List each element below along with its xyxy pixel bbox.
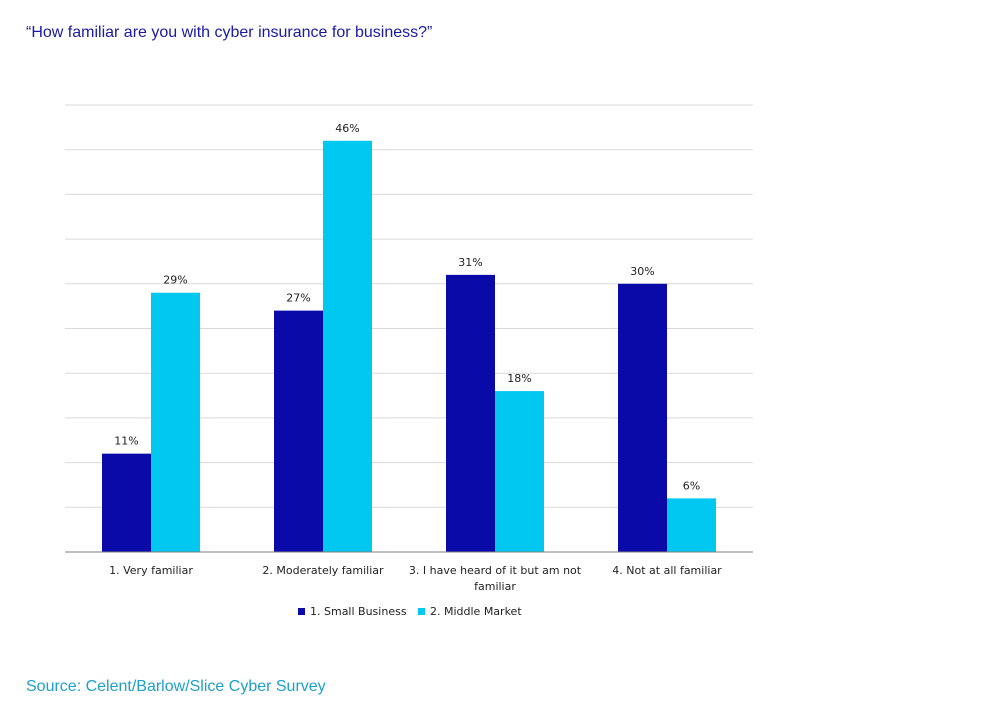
x-tick-label: 3. I have heard of it but am not — [409, 564, 582, 577]
x-tick-label: familiar — [474, 580, 516, 593]
x-tick-label: 1. Very familiar — [109, 564, 193, 577]
bar-2-4 — [667, 498, 716, 552]
legend-label: 2. Middle Market — [430, 605, 522, 618]
bar-2-1 — [151, 292, 200, 552]
data-label: 31% — [458, 256, 482, 269]
data-label: 11% — [114, 435, 138, 448]
bar-1-1 — [102, 453, 151, 552]
data-labels: 11% 29% 27% 46% 31% 18% 30% 6% — [114, 122, 700, 493]
data-label: 27% — [286, 292, 310, 305]
data-label: 30% — [630, 265, 654, 278]
chart-title: “How familiar are you with cyber insuran… — [26, 24, 433, 41]
legend: 1. Small Business 2. Middle Market — [298, 605, 522, 618]
data-label: 46% — [335, 122, 359, 135]
legend-label: 1. Small Business — [310, 605, 407, 618]
data-label: 6% — [683, 479, 700, 492]
bars — [102, 140, 716, 552]
bar-2-3 — [495, 391, 544, 552]
source-note: Source: Celent/Barlow/Slice Cyber Survey — [26, 678, 326, 695]
x-tick-label: 2. Moderately familiar — [262, 564, 384, 577]
data-label: 18% — [507, 372, 531, 385]
bar-1-3 — [446, 274, 495, 552]
x-tick-label: 4. Not at all familiar — [612, 564, 722, 577]
legend-swatch — [298, 608, 305, 615]
data-label: 29% — [163, 274, 187, 287]
bar-1-4 — [618, 283, 667, 552]
legend-swatch — [418, 608, 425, 615]
bar-1-2 — [274, 310, 323, 552]
bar-2-2 — [323, 140, 372, 552]
x-axis: 1. Very familiar 2. Moderately familiar 3.… — [65, 551, 753, 593]
